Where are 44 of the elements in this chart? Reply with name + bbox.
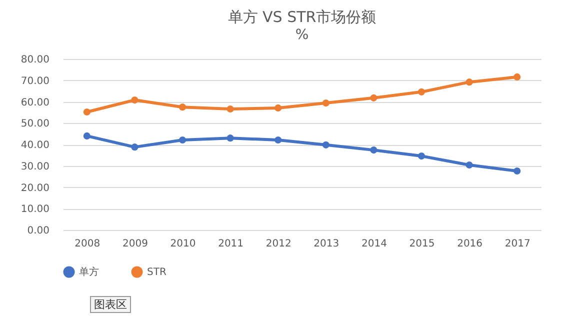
x-tick-label: 2010	[170, 238, 196, 250]
y-tick-label: 0.00	[27, 226, 50, 236]
point	[226, 134, 234, 142]
point	[274, 104, 282, 112]
point	[178, 104, 186, 111]
y-tick-label: 20.00	[20, 182, 50, 194]
y-tick-label: 30.00	[20, 161, 50, 172]
y-tick-label: 40.00	[20, 140, 50, 151]
x-tick-label: 2012	[266, 238, 292, 250]
chart-subtitle: %	[295, 27, 309, 43]
point	[466, 161, 473, 169]
point	[322, 141, 330, 148]
point	[418, 88, 426, 96]
x-tick-label: 2013	[314, 238, 340, 250]
y-tick-label: 70.00	[20, 76, 50, 87]
y-tick-label: 60.00	[20, 97, 50, 108]
x-tick-label: 2014	[361, 238, 387, 250]
x-tick-label: 2015	[409, 238, 435, 250]
point	[131, 96, 138, 104]
point	[83, 132, 90, 140]
point	[514, 73, 521, 80]
point	[131, 144, 138, 151]
y-tick-label: 80.00	[20, 54, 50, 66]
point	[274, 136, 282, 144]
legend-label: 单方	[79, 266, 99, 278]
chart-title: 单方 VS STR市场份额	[228, 8, 376, 26]
point	[514, 167, 521, 175]
x-tick-label: 2008	[74, 238, 100, 250]
point	[226, 105, 234, 113]
x-tick-label: 2009	[122, 238, 148, 250]
x-tick-label: 2017	[504, 238, 530, 250]
point	[178, 136, 186, 144]
text: 图表区	[90, 296, 131, 313]
point	[370, 94, 378, 102]
point	[322, 100, 330, 107]
x-tick-label: 2016	[457, 238, 483, 250]
point	[370, 146, 378, 154]
legend-label: STR	[147, 267, 166, 278]
x-tick-label: 2011	[218, 238, 244, 250]
point	[466, 78, 473, 86]
y-tick-label: 50.00	[20, 118, 50, 130]
y-tick-label: 10.00	[20, 204, 50, 216]
point	[83, 108, 90, 116]
point	[418, 152, 426, 160]
